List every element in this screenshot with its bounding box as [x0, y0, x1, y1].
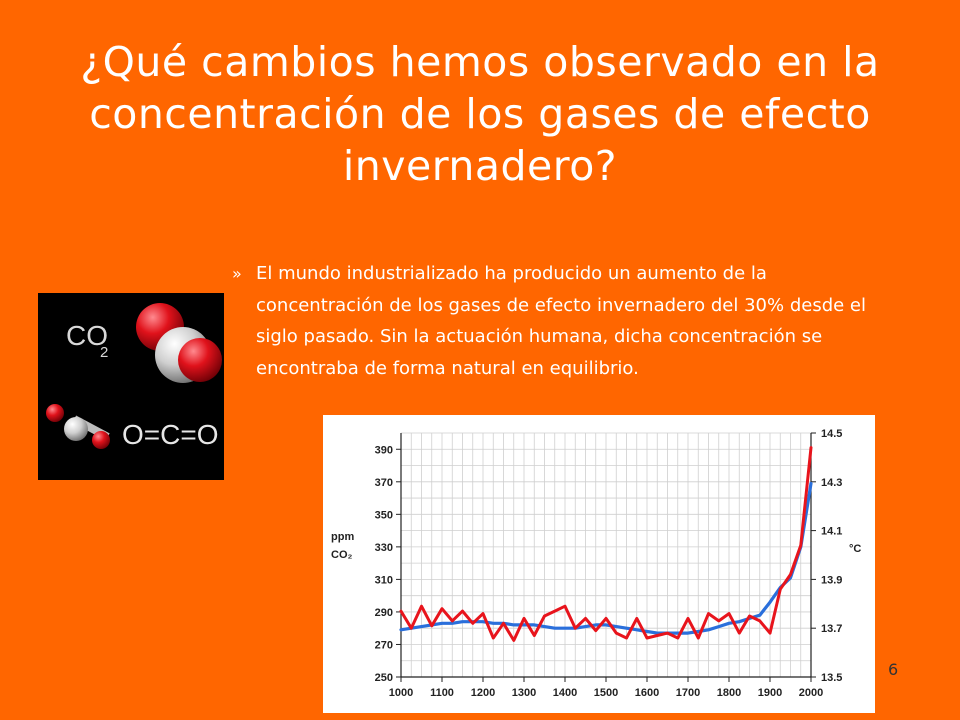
temperature-series-line: [399, 446, 813, 642]
left-axis-title-line: CO₂: [331, 549, 353, 561]
title-line-3: invernadero?: [342, 142, 618, 190]
right-tick-label: 14.1: [821, 526, 842, 538]
x-tick-label: 1900: [758, 687, 782, 699]
left-tick-label: 270: [375, 639, 393, 651]
x-tick-label: 1100: [430, 687, 454, 699]
x-tick-label: 1400: [553, 687, 577, 699]
x-tick-label: 1200: [471, 687, 495, 699]
right-tick-label: 13.7: [821, 623, 842, 635]
co2-molecule-image: CO 2 O=C=O: [38, 293, 224, 480]
right-tick-label: 13.9: [821, 574, 842, 586]
left-tick-label: 390: [375, 444, 393, 456]
title-line-2: concentración de los gases de efecto: [89, 90, 871, 138]
co2-series-line: [399, 481, 813, 635]
x-tick-label: 2000: [799, 687, 823, 699]
oxygen-atom-small-1: [46, 404, 64, 422]
slide-number: 6: [888, 660, 899, 679]
left-tick-label: 350: [375, 509, 393, 521]
formula-subscript: 2: [100, 344, 108, 361]
x-tick-label: 1500: [594, 687, 618, 699]
x-tick-label: 1600: [635, 687, 659, 699]
bullet-item: » El mundo industrializado ha producido …: [232, 258, 892, 384]
right-tick-label: 14.5: [821, 428, 842, 440]
left-tick-label: 330: [375, 542, 393, 554]
right-tick-label: 14.3: [821, 477, 842, 489]
left-tick-label: 310: [375, 574, 393, 586]
left-tick-label: 250: [375, 672, 393, 684]
right-tick-label: 13.5: [821, 672, 842, 684]
bullet-marker: »: [232, 264, 242, 283]
left-tick-label: 370: [375, 477, 393, 489]
slide-title: ¿Qué cambios hemos observado en la conce…: [30, 36, 930, 192]
x-tick-label: 1800: [717, 687, 741, 699]
x-tick-label: 1700: [676, 687, 700, 699]
chart-svg: 1000 1100 1200 1300 1400 1500 1600 1700 1800 1900…: [331, 428, 861, 699]
co2-temperature-chart: 1000 1100 1200 1300 1400 1500 1600 1700 1800 1900…: [323, 415, 875, 713]
formula-label: CO: [66, 320, 108, 351]
left-axis-title-line: ppm: [331, 531, 354, 543]
oxygen-atom-small-2: [92, 431, 110, 449]
bullet-text: El mundo industrializado ha producido un…: [256, 263, 866, 379]
left-tick-label: 290: [375, 607, 393, 619]
right-axis-title: °C: [849, 543, 861, 555]
oxygen-atom-large-2: [178, 338, 222, 382]
structural-formula: O=C=O: [122, 419, 218, 450]
x-tick-label: 1000: [389, 687, 413, 699]
carbon-atom-small: [64, 417, 88, 441]
x-tick-label: 1300: [512, 687, 536, 699]
co2-molecule-graphic: CO 2 O=C=O: [46, 303, 222, 450]
title-line-1: ¿Qué cambios hemos observado en la: [80, 38, 880, 86]
